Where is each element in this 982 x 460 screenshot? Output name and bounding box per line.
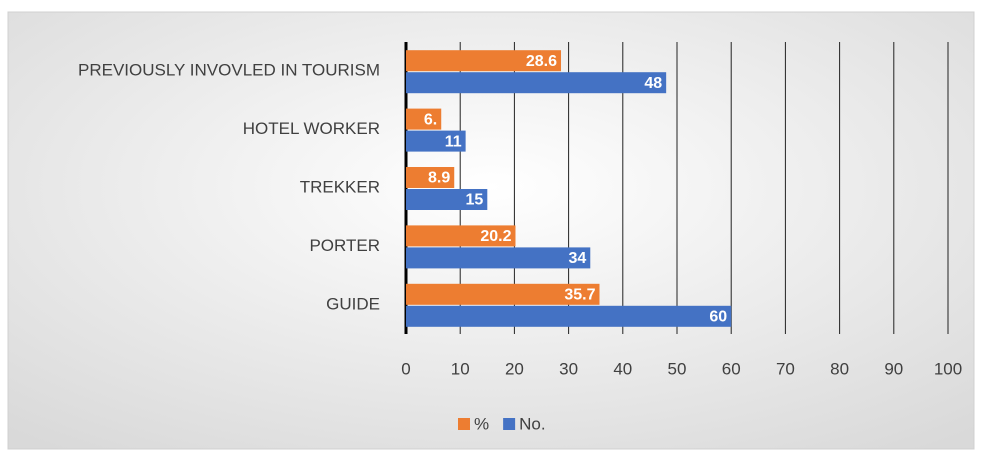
data-label: 20.2 bbox=[480, 228, 511, 245]
bar bbox=[406, 130, 466, 152]
bar bbox=[406, 108, 442, 130]
bar bbox=[406, 72, 667, 94]
x-tick-label: 10 bbox=[451, 359, 470, 378]
category-label: TREKKER bbox=[300, 177, 380, 196]
bar bbox=[406, 225, 516, 247]
category-label: PREVIOUSLY INVOVLED IN TOURISM bbox=[78, 61, 380, 80]
x-tick-label: 80 bbox=[830, 359, 849, 378]
category-label: GUIDE bbox=[326, 294, 380, 313]
bar bbox=[406, 189, 488, 210]
bar bbox=[406, 50, 562, 72]
x-tick-label: 30 bbox=[559, 359, 578, 378]
x-tick-label: 0 bbox=[401, 359, 410, 378]
x-tick-label: 50 bbox=[668, 359, 687, 378]
bar bbox=[406, 247, 591, 269]
data-label: 15 bbox=[466, 192, 484, 209]
x-tick-label: 90 bbox=[884, 359, 903, 378]
data-label: 28.6 bbox=[526, 53, 557, 70]
category-label: HOTEL WORKER bbox=[243, 119, 380, 138]
legend-label: % bbox=[474, 414, 489, 433]
x-tick-label: 20 bbox=[505, 359, 524, 378]
legend-swatch bbox=[503, 418, 516, 430]
data-label: 35.7 bbox=[564, 287, 595, 304]
x-tick-label: 40 bbox=[613, 359, 632, 378]
legend-label: No. bbox=[519, 414, 545, 433]
bar bbox=[406, 167, 455, 188]
data-label: 8.9 bbox=[428, 170, 450, 187]
bar bbox=[406, 283, 600, 305]
data-label: 48 bbox=[644, 75, 662, 92]
bar bbox=[406, 305, 732, 327]
data-label: 11 bbox=[445, 133, 462, 150]
x-tick-label: 60 bbox=[722, 359, 741, 378]
legend-swatch bbox=[458, 418, 470, 430]
category-label: PORTER bbox=[309, 236, 380, 255]
x-tick-label: 100 bbox=[934, 359, 962, 378]
data-label: 6. bbox=[424, 111, 437, 128]
x-tick-label: 70 bbox=[776, 359, 795, 378]
data-label: 60 bbox=[709, 309, 727, 326]
data-label: 34 bbox=[568, 250, 586, 267]
